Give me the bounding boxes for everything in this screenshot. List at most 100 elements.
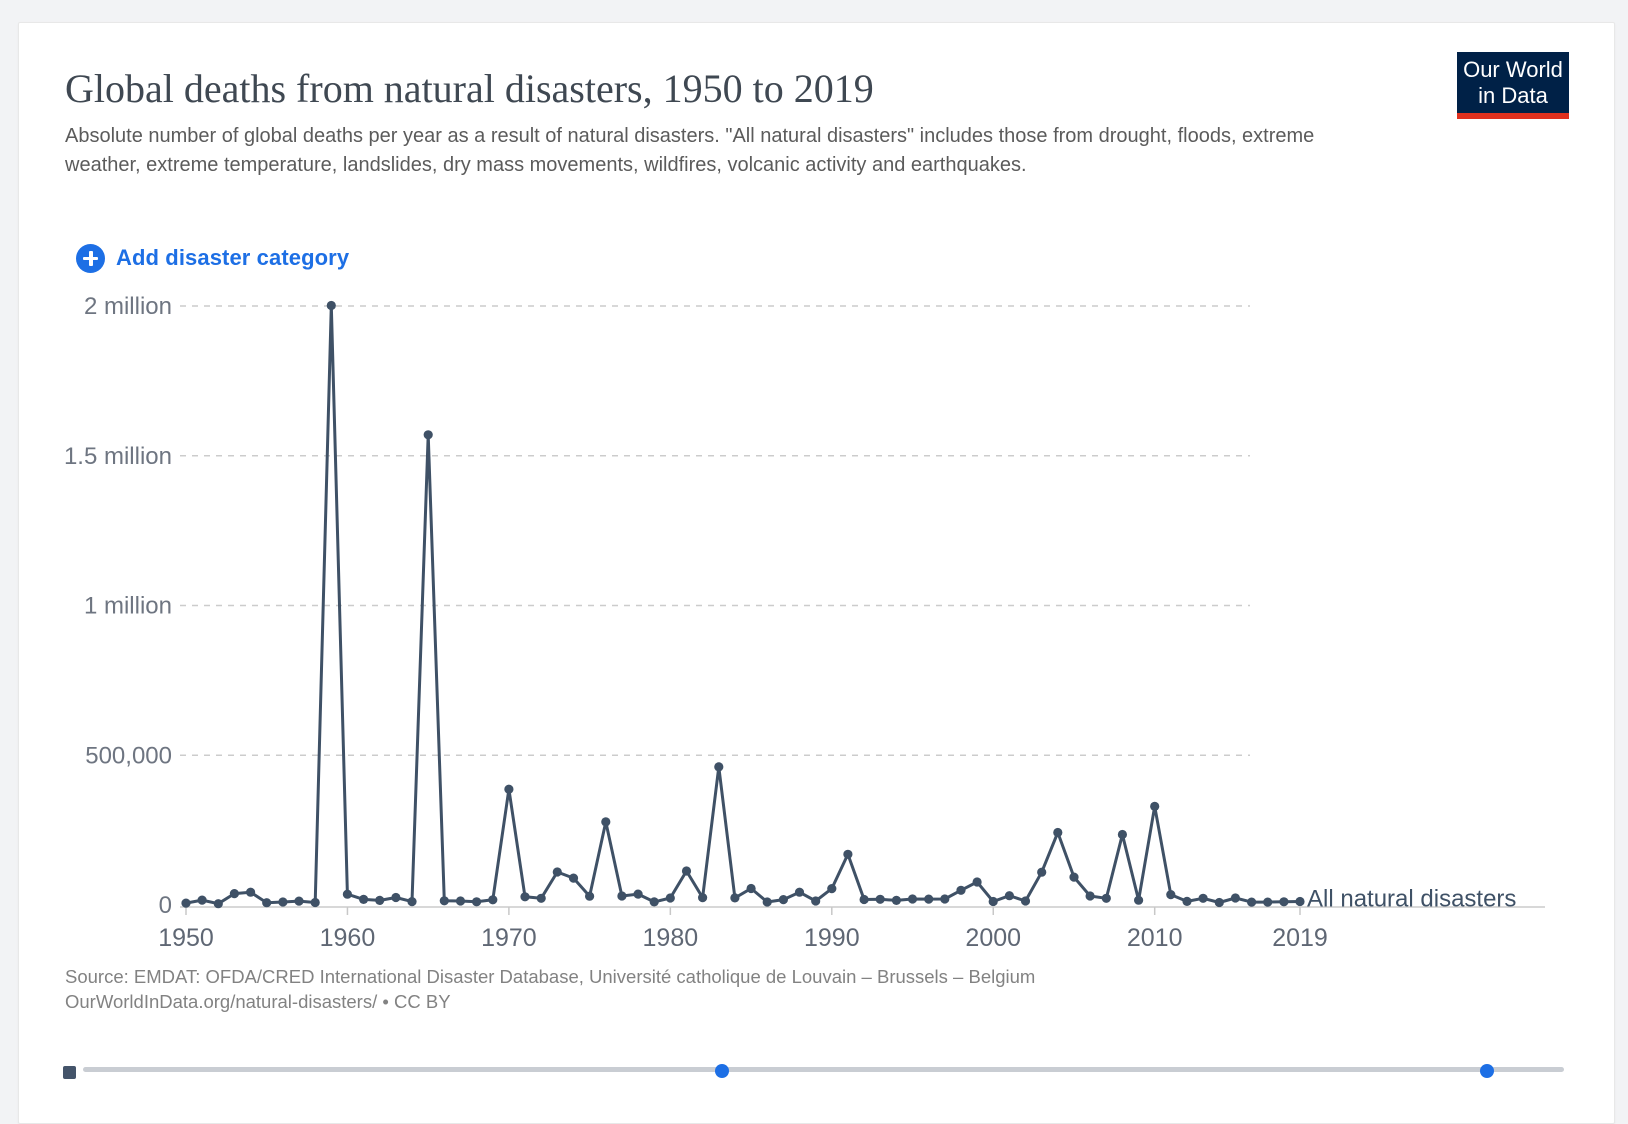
data-point [617,891,627,901]
data-point [1230,893,1240,903]
data-point [229,889,239,899]
x-axis-tick-label: 2000 [965,924,1021,952]
y-axis-tick-label: 0 [159,892,172,919]
x-axis-tick-label: 1950 [158,924,214,952]
data-point [730,893,740,903]
line-chart-plot[interactable]: 0 500,000 1 million 1.5 million 2 million 195… [0,0,1628,1048]
add-disaster-category-label: Add disaster category [116,245,350,270]
data-point [213,899,223,909]
source-attribution: Source: EMDAT: OFDA/CRED International D… [65,964,1465,1014]
data-point [633,889,643,899]
data-point [1134,895,1144,905]
data-point [407,897,417,907]
x-axis-tick-label: 1970 [481,924,537,952]
data-point [1166,890,1176,900]
data-point [585,891,595,901]
timeline-slider-track[interactable] [83,1067,1564,1072]
data-point [794,887,805,897]
data-point [1198,893,1208,903]
owid-logo-line2: in Data [1478,83,1548,108]
data-point [698,893,708,903]
data-point [342,889,352,899]
data-point [843,849,853,859]
data-point [310,897,320,908]
data-point [1101,893,1111,903]
series-line [184,304,1302,906]
data-point [568,873,579,883]
data-point [197,895,207,905]
data-point [439,896,449,906]
data-point [278,897,288,907]
series-label: All natural disasters [1307,885,1516,912]
data-point [891,895,902,906]
data-point [859,894,869,905]
data-point [827,884,837,894]
data-point [1279,897,1289,907]
data-point [326,300,336,311]
data-point [1085,891,1095,901]
data-point [681,866,692,876]
data-point [359,894,369,905]
data-point [455,896,466,906]
data-point [1004,891,1015,901]
data-point [504,784,514,794]
timeline-play-button[interactable] [63,1066,76,1079]
data-point [1020,896,1031,906]
data-point [778,895,789,905]
owid-logo-red-bar [1457,113,1569,119]
owid-logo: Our World in Data [1457,52,1569,119]
x-axis-tick-label: 2010 [1127,924,1183,952]
data-point [181,898,191,908]
timeline-end-handle[interactable] [1480,1064,1494,1078]
data-point [1150,801,1160,812]
data-point [488,895,498,905]
chart-card: Global deaths from natural disasters, 19… [18,22,1615,1124]
source-line-2: OurWorldInData.org/natural-disasters/ • … [65,991,451,1012]
data-point [246,887,256,897]
y-axis-tick-label: 1 million [84,593,172,620]
y-axis-tick-label: 500,000 [85,742,172,769]
data-point [1053,827,1063,838]
data-point [988,896,998,907]
data-point [1037,867,1047,877]
data-point [391,892,401,903]
data-point [1069,872,1079,882]
source-line-1: Source: EMDAT: OFDA/CRED International D… [65,966,1036,987]
data-point [472,897,482,907]
data-point [762,897,772,907]
data-point [294,896,304,906]
data-point [714,762,724,772]
owid-logo-line1: Our World [1463,57,1563,82]
data-point [875,894,885,904]
data-point [956,885,966,895]
data-point [649,897,659,907]
data-point [552,867,562,877]
data-point [1247,897,1257,907]
data-point [746,883,756,894]
data-point [940,894,950,904]
x-axis-tick-label: 1990 [804,924,860,952]
x-axis-tick-label: 1980 [643,924,699,952]
data-point [907,894,918,904]
data-point [375,895,385,906]
data-point [924,894,934,904]
data-point [1117,829,1127,840]
x-axis-tick-label: 2019 [1272,924,1328,952]
y-axis-tick-label: 1.5 million [64,443,172,470]
x-axis-tick-label: 1960 [320,924,376,952]
data-point [423,430,433,440]
data-point [1214,897,1224,908]
data-point [1295,896,1305,907]
add-disaster-category-button[interactable]: Add disaster category [76,242,349,274]
data-point [1182,896,1192,907]
timeline-start-handle[interactable] [715,1064,729,1078]
data-point [811,896,821,906]
data-point [1263,897,1273,907]
data-point [262,898,272,908]
y-axis-tick-label: 2 million [84,293,172,320]
data-point [601,817,611,827]
data-point [665,893,675,903]
data-point [972,877,982,887]
data-point [520,892,530,902]
chart-subtitle: Absolute number of global deaths per yea… [65,125,1315,176]
